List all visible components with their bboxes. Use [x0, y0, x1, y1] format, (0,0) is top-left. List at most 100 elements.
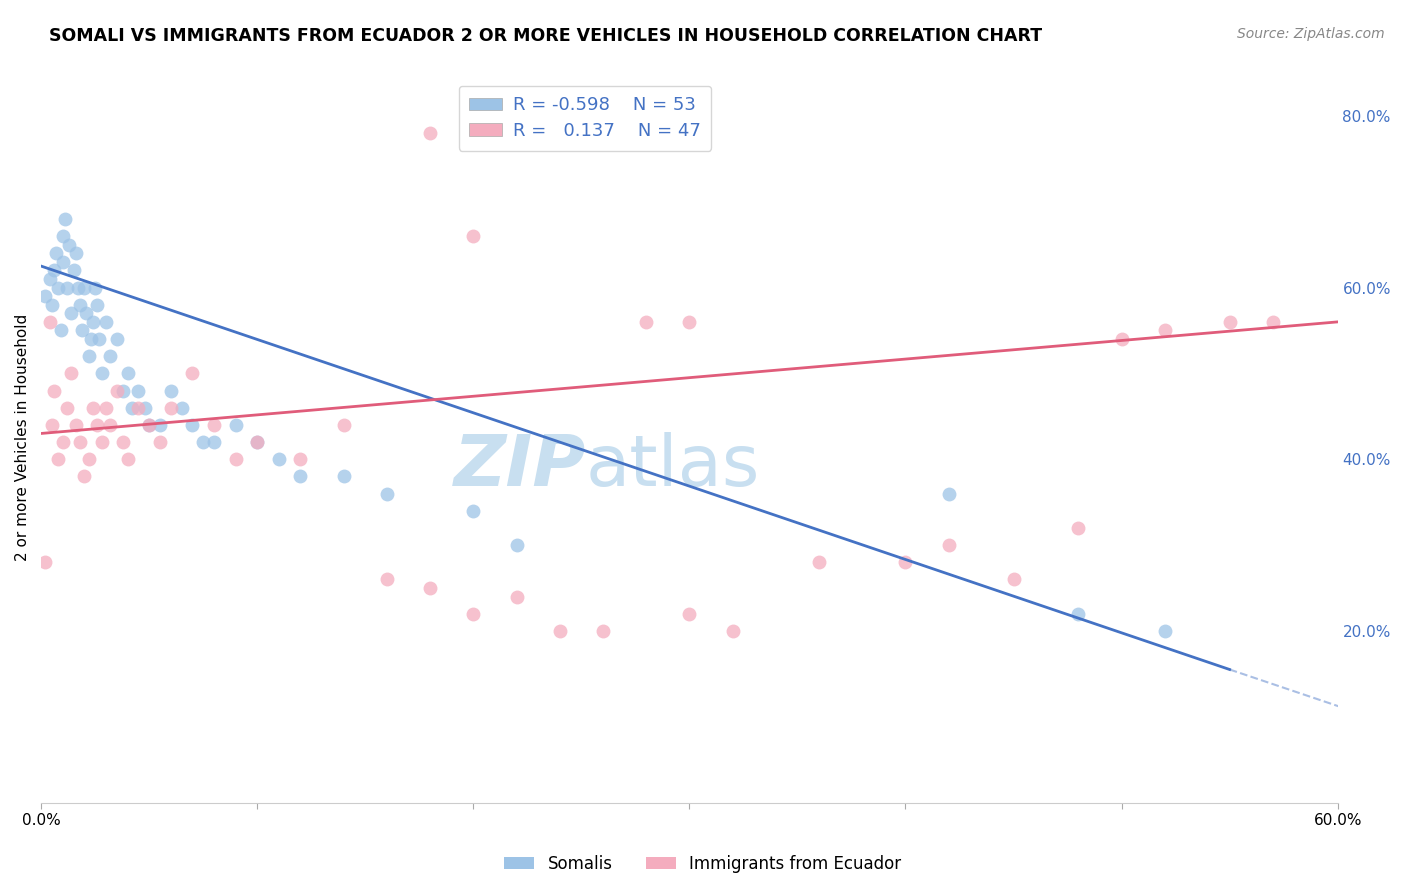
Point — [505, 590, 527, 604]
Point — [69, 298, 91, 312]
Point — [159, 384, 181, 398]
Point — [45, 246, 67, 260]
Point — [463, 504, 485, 518]
Point — [159, 401, 181, 415]
Point — [86, 298, 108, 312]
Point — [52, 229, 75, 244]
Point — [90, 367, 112, 381]
Point — [181, 417, 204, 432]
Point — [138, 417, 160, 432]
Point — [105, 384, 128, 398]
Point — [463, 229, 485, 244]
Point — [1067, 607, 1090, 621]
Point — [82, 401, 104, 415]
Point — [121, 401, 143, 415]
Point — [65, 246, 87, 260]
Point — [225, 417, 247, 432]
Point — [721, 624, 744, 638]
Point — [84, 280, 107, 294]
Point — [94, 401, 117, 415]
Point — [66, 280, 89, 294]
Point — [65, 417, 87, 432]
Point — [49, 323, 72, 337]
Point — [60, 306, 83, 320]
Point — [41, 417, 63, 432]
Point — [419, 581, 441, 595]
Point — [60, 367, 83, 381]
Point — [505, 538, 527, 552]
Point — [69, 435, 91, 450]
Point — [202, 417, 225, 432]
Point — [98, 349, 121, 363]
Point — [149, 435, 172, 450]
Point — [77, 452, 100, 467]
Y-axis label: 2 or more Vehicles in Household: 2 or more Vehicles in Household — [15, 314, 30, 561]
Point — [225, 452, 247, 467]
Point — [375, 573, 398, 587]
Point — [138, 417, 160, 432]
Point — [42, 384, 65, 398]
Point — [678, 315, 700, 329]
Point — [202, 435, 225, 450]
Point — [112, 384, 135, 398]
Point — [1261, 315, 1284, 329]
Point — [678, 607, 700, 621]
Point — [77, 349, 100, 363]
Point — [42, 263, 65, 277]
Point — [332, 469, 354, 483]
Point — [73, 469, 96, 483]
Point — [70, 323, 93, 337]
Point — [117, 452, 139, 467]
Point — [41, 298, 63, 312]
Point — [463, 607, 485, 621]
Point — [117, 367, 139, 381]
Text: atlas: atlas — [586, 433, 761, 501]
Point — [62, 263, 84, 277]
Legend: R = -0.598    N = 53, R =   0.137    N = 47: R = -0.598 N = 53, R = 0.137 N = 47 — [458, 86, 711, 151]
Point — [1111, 332, 1133, 346]
Point — [149, 417, 172, 432]
Text: Source: ZipAtlas.com: Source: ZipAtlas.com — [1237, 27, 1385, 41]
Point — [1067, 521, 1090, 535]
Point — [1219, 315, 1241, 329]
Point — [80, 332, 103, 346]
Point — [938, 538, 960, 552]
Point — [82, 315, 104, 329]
Point — [73, 280, 96, 294]
Point — [94, 315, 117, 329]
Point — [52, 255, 75, 269]
Point — [127, 401, 149, 415]
Point — [38, 315, 60, 329]
Point — [89, 332, 111, 346]
Point — [636, 315, 658, 329]
Point — [98, 417, 121, 432]
Point — [56, 280, 79, 294]
Point — [290, 452, 312, 467]
Point — [548, 624, 571, 638]
Point — [48, 452, 70, 467]
Point — [34, 289, 56, 303]
Point — [53, 211, 76, 226]
Point — [112, 435, 135, 450]
Point — [134, 401, 156, 415]
Point — [56, 401, 79, 415]
Text: SOMALI VS IMMIGRANTS FROM ECUADOR 2 OR MORE VEHICLES IN HOUSEHOLD CORRELATION CH: SOMALI VS IMMIGRANTS FROM ECUADOR 2 OR M… — [49, 27, 1042, 45]
Point — [1002, 573, 1025, 587]
Point — [419, 126, 441, 140]
Text: ZIP: ZIP — [453, 433, 586, 501]
Point — [246, 435, 269, 450]
Point — [127, 384, 149, 398]
Point — [375, 486, 398, 500]
Point — [58, 237, 80, 252]
Point — [290, 469, 312, 483]
Point — [332, 417, 354, 432]
Point — [86, 417, 108, 432]
Point — [246, 435, 269, 450]
Point — [34, 555, 56, 569]
Point — [938, 486, 960, 500]
Point — [90, 435, 112, 450]
Point — [1153, 624, 1175, 638]
Point — [1153, 323, 1175, 337]
Point — [808, 555, 831, 569]
Legend: Somalis, Immigrants from Ecuador: Somalis, Immigrants from Ecuador — [498, 848, 908, 880]
